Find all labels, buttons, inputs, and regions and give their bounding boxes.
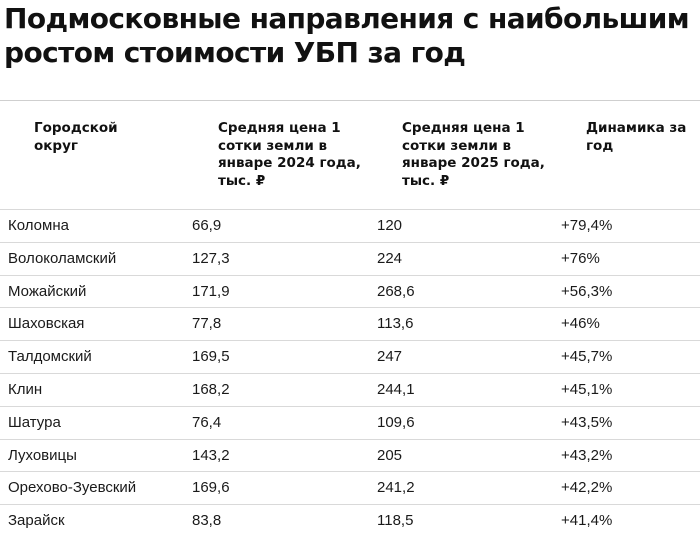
- price-2025-cell: 268,6: [377, 282, 415, 300]
- table-row: Луховицы 143,2 205 +43,2%: [0, 438, 700, 472]
- price-2024-cell: 143,2: [192, 446, 230, 464]
- price-2024-cell: 77,8: [192, 315, 222, 333]
- price-2025-cell: 113,6: [377, 315, 414, 333]
- district-cell: Талдомский: [8, 348, 92, 366]
- price-2024-cell: 168,2: [192, 380, 230, 398]
- district-cell: Можайский: [8, 282, 87, 300]
- district-cell: Орехово-Зуевский: [8, 479, 137, 497]
- district-cell: Клин: [8, 380, 43, 398]
- dynamics-cell: +79,4%: [561, 217, 613, 234]
- table-row: Волоколамский 127,3 224 +76%: [0, 241, 700, 275]
- page-title: Подмосковные направления с наибольшим ро…: [4, 2, 690, 69]
- table-row: Талдомский 169,5 247 +45,7%: [0, 340, 700, 373]
- dynamics-cell: +43,5%: [561, 413, 613, 431]
- district-cell: Шаховская: [8, 315, 85, 333]
- district-cell: Волоколамский: [8, 249, 117, 267]
- price-2025-cell: 120: [377, 217, 403, 234]
- table-row: Шаховская 77,8 113,6 +46%: [0, 307, 700, 340]
- table-body: Коломна 66,9 120 +79,4% Волоколамский 127,3 22…: [0, 209, 700, 537]
- price-2025-cell: 224: [377, 249, 403, 267]
- header-dynamics: Динамика за год: [586, 120, 687, 154]
- dynamics-cell: +56,3%: [561, 282, 613, 300]
- dynamics-cell: +45,1%: [561, 380, 613, 398]
- price-2025-cell: 247: [377, 348, 403, 366]
- price-2025-cell: 241,2: [377, 479, 415, 497]
- price-2024-cell: 169,6: [192, 479, 230, 497]
- dynamics-cell: +41,4%: [561, 512, 613, 530]
- table-header: Городской округ Средняя цена 1 сотки зем…: [0, 101, 700, 209]
- header-district: Городской округ: [34, 120, 118, 154]
- table-row: Зарайск 83,8 118,5 +41,4%: [0, 504, 700, 537]
- price-2025-cell: 205: [377, 446, 403, 464]
- dynamics-cell: +46%: [561, 315, 600, 333]
- district-cell: Шатура: [8, 413, 61, 431]
- price-2025-cell: 118,5: [377, 512, 414, 530]
- dynamics-cell: +76%: [561, 249, 600, 267]
- price-2024-cell: 66,9: [192, 217, 222, 234]
- district-cell: Луховицы: [8, 446, 77, 464]
- price-2024-cell: 171,9: [192, 282, 230, 300]
- table-row: Коломна 66,9 120 +79,4%: [0, 209, 700, 242]
- table-row: Орехово-Зуевский 169,6 241,2 +42,2%: [0, 471, 700, 504]
- price-2024-cell: 83,8: [192, 512, 222, 530]
- header-price-2024: Средняя цена 1 сотки земли в январе 2024…: [218, 120, 361, 189]
- table-row: Клин 168,2 244,1 +45,1%: [0, 372, 700, 406]
- dynamics-cell: +42,2%: [561, 479, 613, 497]
- price-2025-cell: 244,1: [377, 380, 415, 398]
- price-2024-cell: 127,3: [192, 249, 230, 267]
- data-table: Городской округ Средняя цена 1 сотки зем…: [0, 100, 700, 537]
- header-price-2025: Средняя цена 1 сотки земли в январе 2025…: [402, 120, 545, 189]
- dynamics-cell: +45,7%: [561, 348, 613, 366]
- table-top-divider: [0, 100, 700, 101]
- price-2024-cell: 169,5: [192, 348, 230, 366]
- price-2025-cell: 109,6: [377, 413, 415, 431]
- district-cell: Коломна: [8, 217, 69, 234]
- price-2024-cell: 76,4: [192, 413, 222, 431]
- district-cell: Зарайск: [8, 512, 65, 530]
- table-row: Можайский 171,9 268,6 +56,3%: [0, 274, 700, 308]
- dynamics-cell: +43,2%: [561, 446, 613, 464]
- table-row: Шатура 76,4 109,6 +43,5%: [0, 405, 700, 439]
